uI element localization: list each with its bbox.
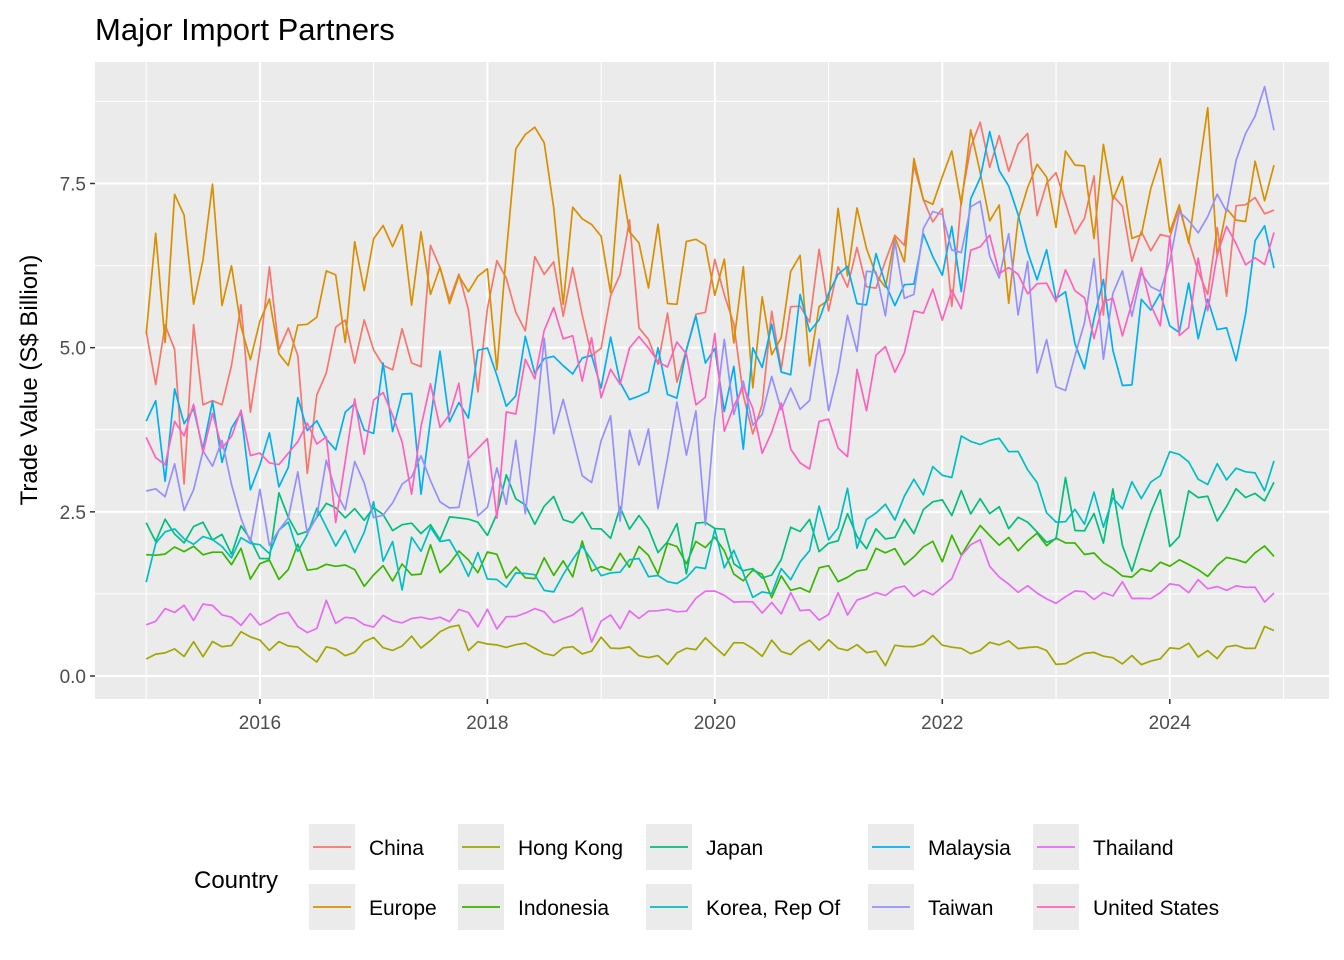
- legend-label: Thailand: [1093, 837, 1174, 860]
- series-line: [145, 435, 1275, 599]
- series-line: [146, 85, 1275, 547]
- y-axis-title: Trade Value (S$ Billion): [16, 255, 43, 506]
- series-line: [145, 106, 1275, 389]
- legend-title: Country: [194, 867, 278, 894]
- legend-label: Taiwan: [928, 897, 993, 920]
- legend-label: Malaysia: [928, 837, 1011, 860]
- x-tick-label: 2022: [921, 713, 963, 734]
- y-tick-label: 5.0: [60, 339, 86, 360]
- y-axis: 0.0 2.5 5.0 7.5: [60, 174, 95, 688]
- x-tick-label: 2016: [239, 713, 281, 734]
- y-tick-label: 2.5: [60, 503, 86, 524]
- legend-label: Hong Kong: [518, 837, 623, 860]
- legend-label: United States: [1093, 897, 1219, 920]
- series-line: [145, 538, 1275, 643]
- legend: Country China Europe Hong Kong Indonesia Jap…: [194, 824, 1219, 930]
- legend-label: Indonesia: [518, 897, 609, 920]
- x-axis: 2016 2018 2020 2022 2024: [239, 699, 1192, 734]
- legend-label: Korea, Rep Of: [706, 897, 840, 920]
- chart-title: Major Import Partners: [95, 12, 395, 47]
- series-lines: [145, 85, 1275, 667]
- x-tick-label: 2018: [466, 713, 508, 734]
- series-line: [145, 624, 1275, 667]
- series-line: [145, 121, 1275, 485]
- y-tick-label: 7.5: [60, 174, 86, 195]
- series-line: [145, 225, 1275, 524]
- series-line: [146, 524, 1275, 599]
- y-tick-label: 0.0: [60, 667, 86, 688]
- series-line: [145, 130, 1275, 496]
- legend-label: China: [369, 837, 424, 860]
- plot-panel: [95, 62, 1329, 699]
- x-tick-label: 2020: [694, 713, 736, 734]
- legend-label: Japan: [706, 837, 763, 860]
- legend-label: Europe: [369, 897, 437, 920]
- x-tick-label: 2024: [1149, 713, 1192, 734]
